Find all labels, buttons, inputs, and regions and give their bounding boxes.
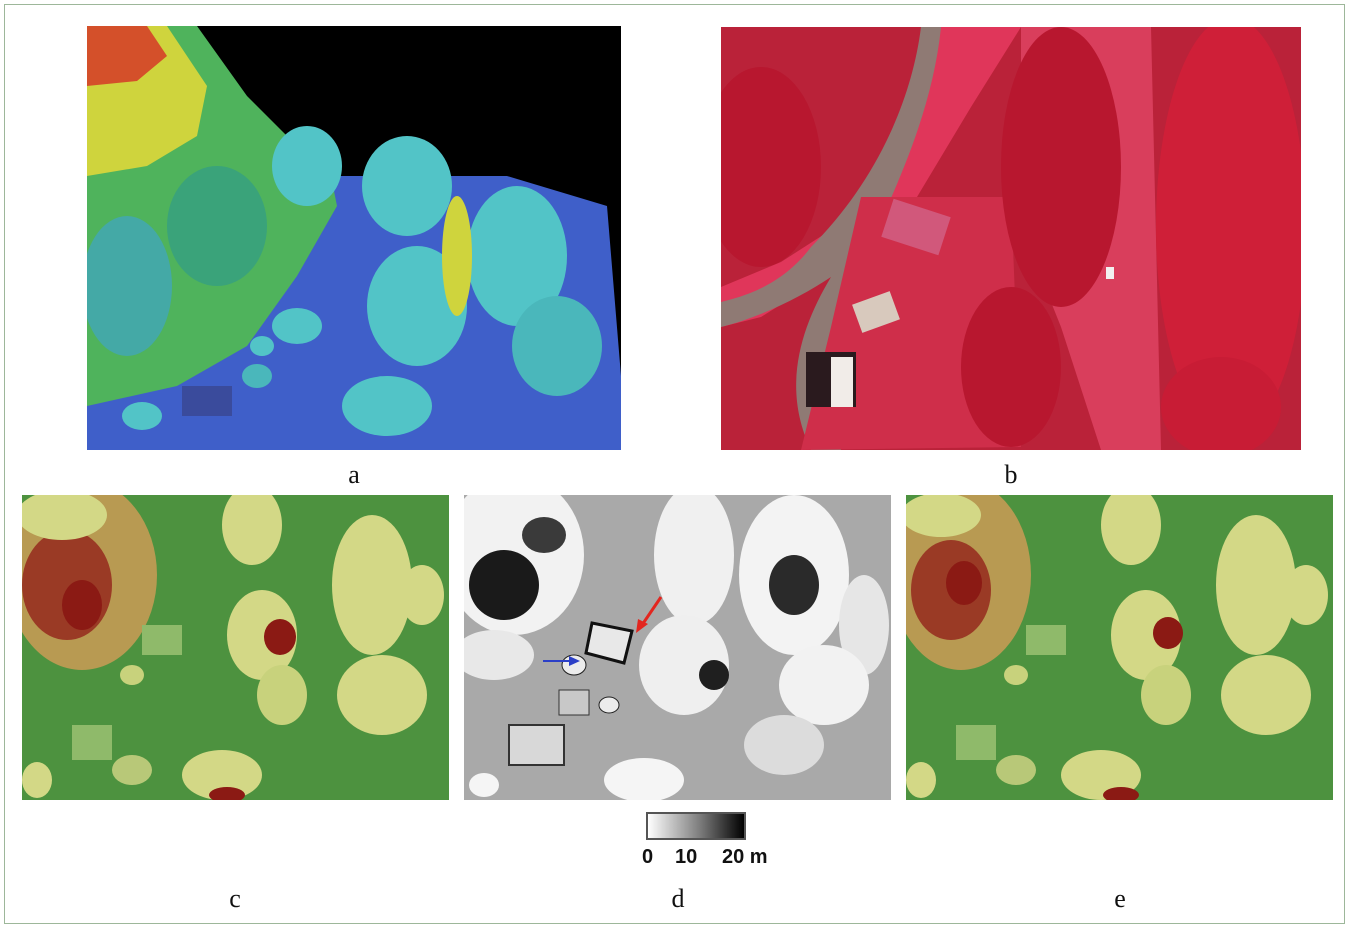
height-scale-bar bbox=[646, 812, 746, 840]
panel-d-height-difference bbox=[464, 495, 891, 800]
scale-tick-20: 20 m bbox=[722, 846, 768, 868]
red-arrowhead-icon bbox=[636, 619, 648, 633]
panel-c-canopy-height-model bbox=[22, 495, 449, 800]
panel-a-lidar-point-cloud bbox=[87, 26, 621, 450]
cir-image bbox=[721, 27, 1301, 450]
lidar-image bbox=[87, 26, 621, 450]
caption-b: b bbox=[1004, 460, 1018, 489]
red-arrow-icon bbox=[640, 596, 663, 626]
chm-image-c bbox=[22, 495, 449, 800]
blue-arrowhead-icon bbox=[569, 656, 580, 666]
difference-image bbox=[464, 495, 891, 800]
caption-a: a bbox=[348, 460, 360, 489]
chm-image-e bbox=[906, 495, 1333, 800]
scale-tick-10: 10 bbox=[675, 846, 698, 868]
caption-c: c bbox=[229, 884, 241, 913]
panel-b-cir-orthophoto bbox=[721, 27, 1301, 450]
panel-e-canopy-height-model bbox=[906, 495, 1333, 800]
figure-frame bbox=[4, 4, 1345, 924]
caption-d: d bbox=[671, 884, 685, 913]
caption-e: e bbox=[1114, 884, 1126, 913]
scale-tick-0: 0 bbox=[642, 846, 654, 868]
